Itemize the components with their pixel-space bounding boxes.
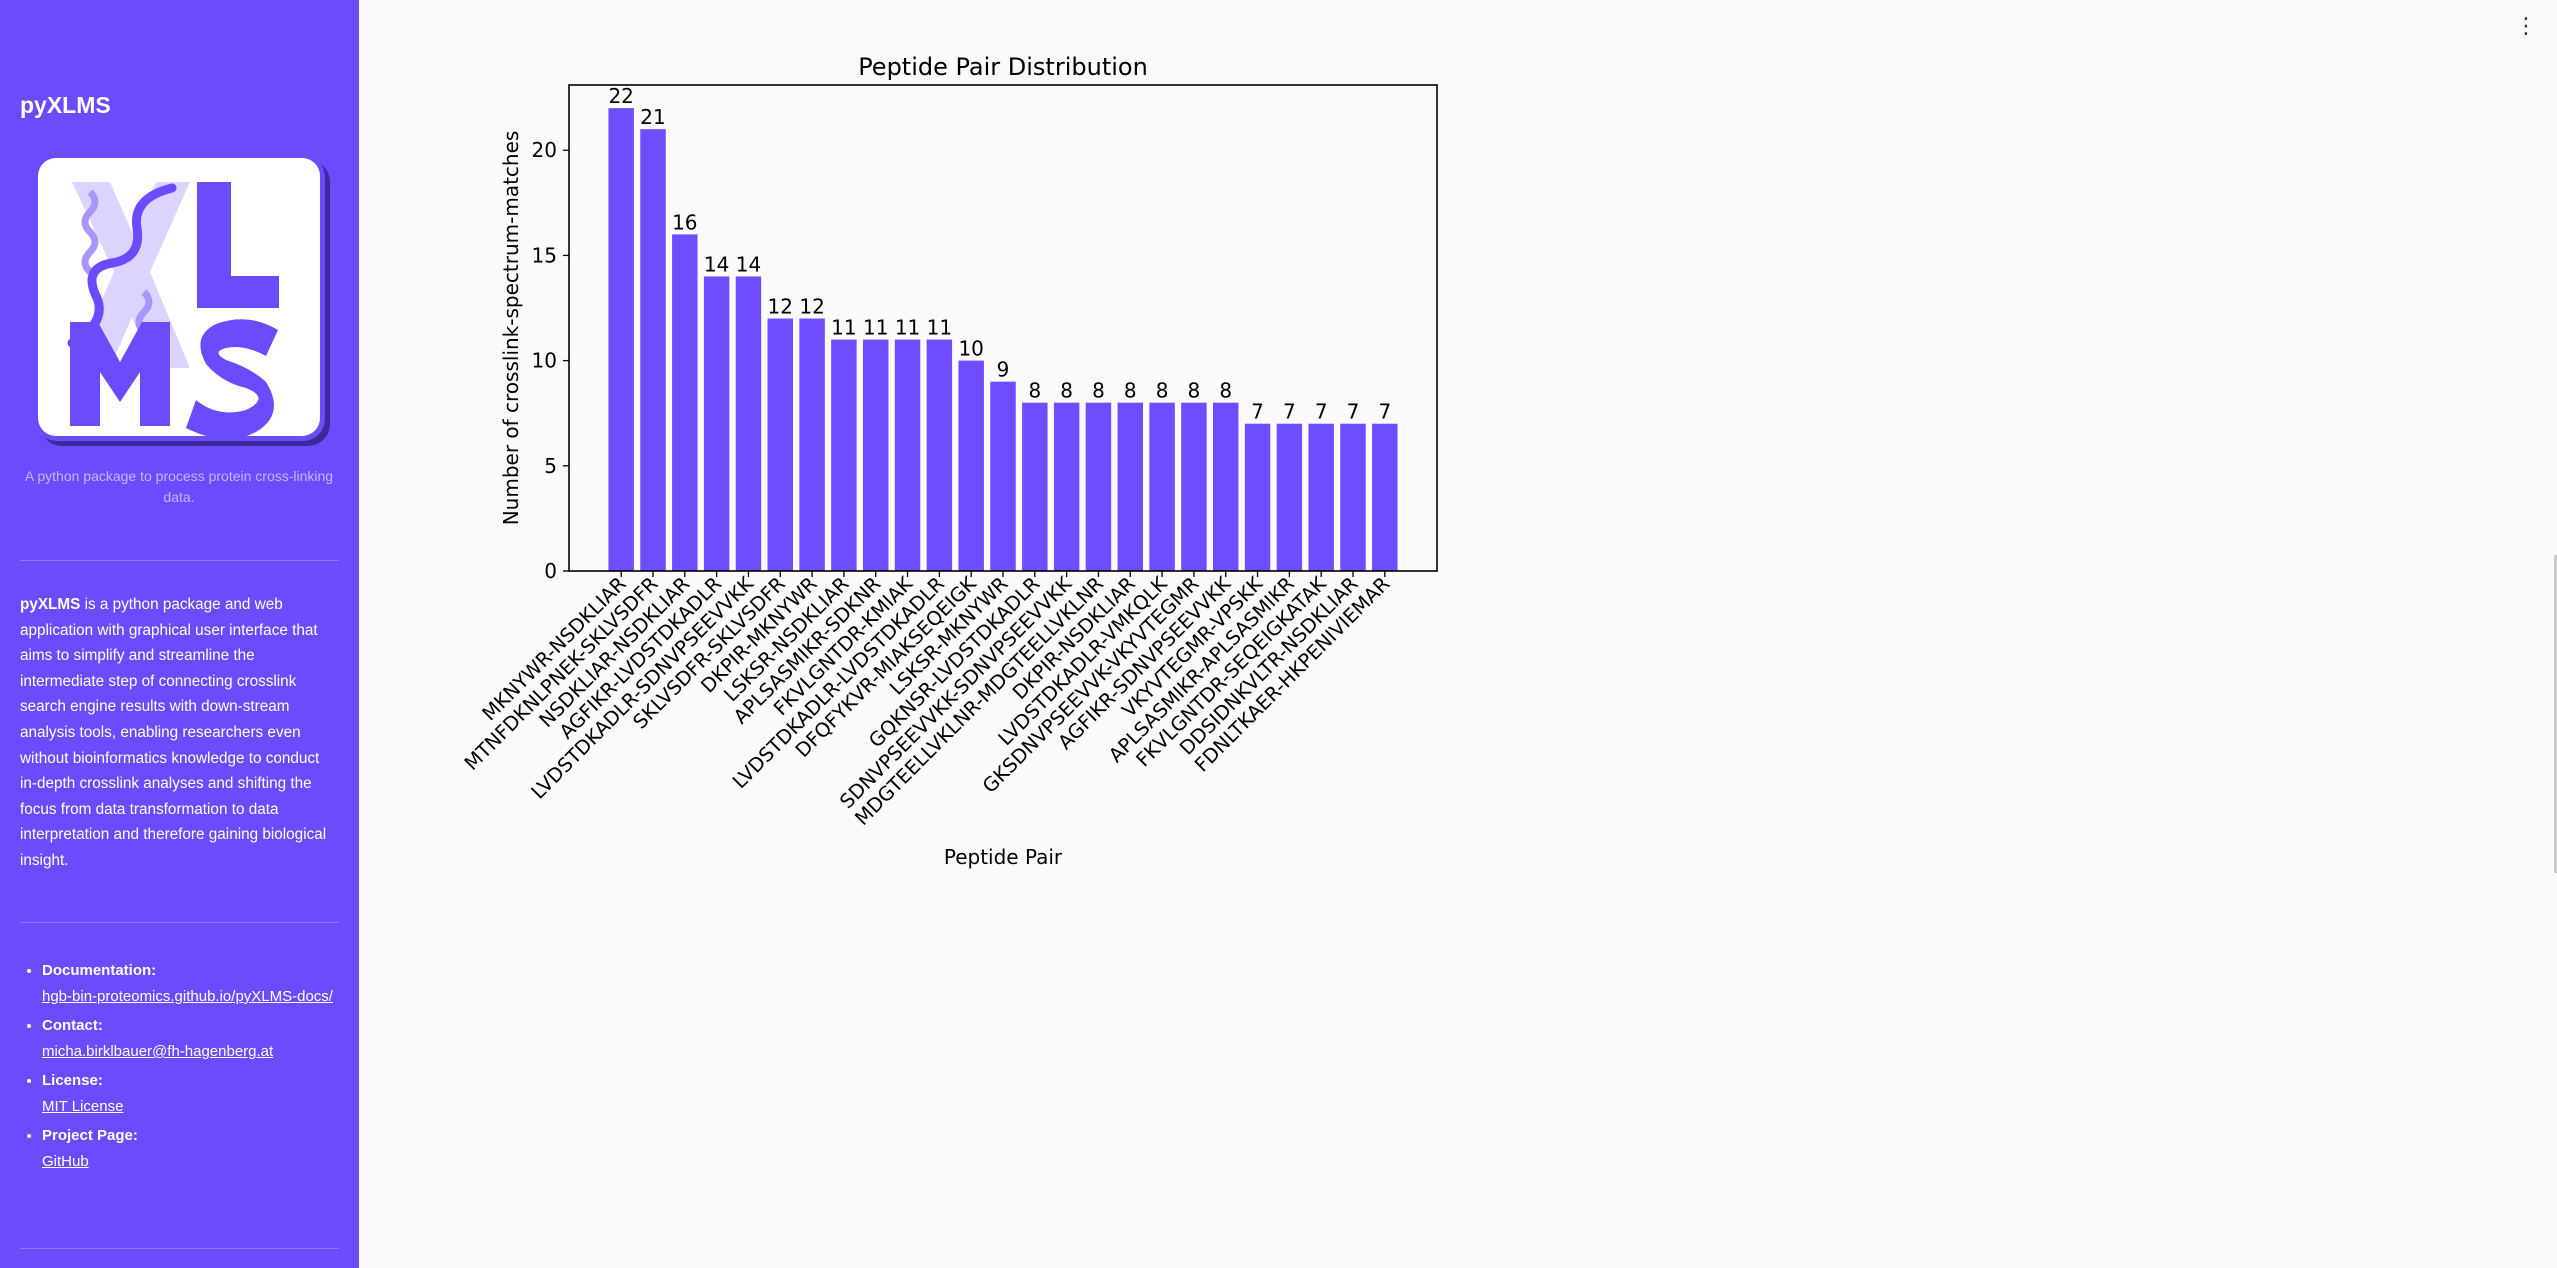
link-label: License:: [42, 1072, 103, 1089]
github-link[interactable]: GitHub: [42, 1153, 89, 1170]
bar: [672, 234, 698, 571]
bar: [1340, 423, 1366, 571]
bar-value-label: 16: [672, 210, 697, 234]
link-label: Contact:: [42, 1017, 103, 1034]
bar: [894, 339, 921, 571]
bar: [990, 381, 1016, 571]
y-tick-label: 0: [544, 559, 557, 583]
link-item-license: License: MIT License: [42, 1068, 362, 1120]
bar-value-label: 12: [799, 295, 824, 319]
bar: [1117, 402, 1143, 571]
y-tick-label: 10: [532, 349, 557, 373]
scrollbar[interactable]: [2554, 555, 2557, 873]
bar: [767, 318, 793, 571]
bar-value-label: 21: [640, 105, 665, 129]
chart-title: Peptide Pair Distribution: [858, 53, 1148, 81]
bar: [608, 108, 634, 572]
license-link[interactable]: MIT License: [42, 1098, 124, 1115]
divider: [20, 922, 339, 923]
bar-value-label: 11: [895, 316, 920, 340]
divider: [20, 1248, 339, 1249]
bar-value-label: 7: [1283, 400, 1296, 424]
bar: [703, 276, 730, 571]
bar-value-label: 14: [736, 252, 761, 276]
x-axis-label: Peptide Pair: [944, 845, 1063, 869]
y-tick-label: 5: [544, 454, 557, 478]
link-item-documentation: Documentation: hgb-bin-proteomics.github.…: [42, 958, 362, 1010]
bar: [958, 360, 984, 571]
tagline: A python package to process protein cros…: [24, 468, 334, 505]
bar-value-label: 12: [768, 295, 793, 319]
bar: [926, 339, 953, 571]
bar: [1213, 402, 1239, 571]
bar: [1149, 402, 1175, 571]
bar-value-label: 9: [997, 358, 1010, 382]
bar: [735, 276, 762, 571]
bar-value-label: 7: [1251, 400, 1264, 424]
y-tick-label: 20: [532, 138, 557, 162]
contact-link[interactable]: micha.birklbauer@fh-hagenberg.at: [42, 1043, 274, 1060]
bar: [1372, 423, 1398, 571]
bar: [863, 339, 889, 571]
bar-value-label: 8: [1060, 379, 1073, 403]
more-menu-icon[interactable]: ⋮: [2515, 14, 2537, 39]
info-links: Documentation: hgb-bin-proteomics.github.…: [20, 958, 362, 1178]
link-item-project: Project Page: GitHub: [42, 1123, 362, 1175]
description: pyXLMS is a python package and web appli…: [20, 592, 335, 874]
bar: [799, 318, 825, 571]
bar: [1181, 402, 1207, 571]
link-item-contact: Contact: micha.birklbauer@fh-hagenberg.at: [42, 1013, 362, 1065]
bar: [1308, 423, 1334, 571]
bar-value-label: 7: [1347, 400, 1360, 424]
bar: [1022, 402, 1048, 571]
sidebar: pyXLMS A python package to process prote…: [0, 0, 359, 1268]
bar: [1085, 402, 1112, 571]
link-label: Project Page:: [42, 1127, 138, 1144]
xlms-logo: [35, 155, 330, 446]
link-label: Documentation:: [42, 962, 157, 979]
bar-value-label: 7: [1378, 400, 1391, 424]
bar-value-label: 11: [863, 316, 888, 340]
bar-value-label: 8: [1219, 379, 1232, 403]
y-axis-label: Number of crosslink-spectrum-matches: [499, 131, 523, 526]
y-tick-label: 15: [532, 243, 557, 267]
description-bold: pyXLMS: [20, 596, 81, 613]
bar: [831, 339, 857, 571]
bar-value-label: 10: [958, 337, 983, 361]
bar-value-label: 8: [1092, 379, 1105, 403]
bar-value-label: 8: [1156, 379, 1169, 403]
bar-value-label: 8: [1188, 379, 1201, 403]
plot-frame: [568, 84, 1438, 572]
divider: [20, 560, 339, 561]
bar: [640, 129, 666, 571]
bar-value-label: 8: [1124, 379, 1137, 403]
bar: [1053, 402, 1080, 571]
bar: [1276, 423, 1303, 571]
bar-value-label: 14: [704, 252, 729, 276]
bar-value-label: 22: [608, 84, 633, 108]
bar-value-label: 8: [1028, 379, 1041, 403]
bar: [1244, 423, 1271, 571]
app-title: pyXLMS: [20, 92, 111, 118]
documentation-link[interactable]: hgb-bin-proteomics.github.io/pyXLMS-docs…: [42, 988, 333, 1005]
bar-value-label: 11: [831, 316, 856, 340]
bar-value-label: 11: [927, 316, 952, 340]
description-text: is a python package and web application …: [20, 596, 327, 869]
bar-value-label: 7: [1315, 400, 1328, 424]
